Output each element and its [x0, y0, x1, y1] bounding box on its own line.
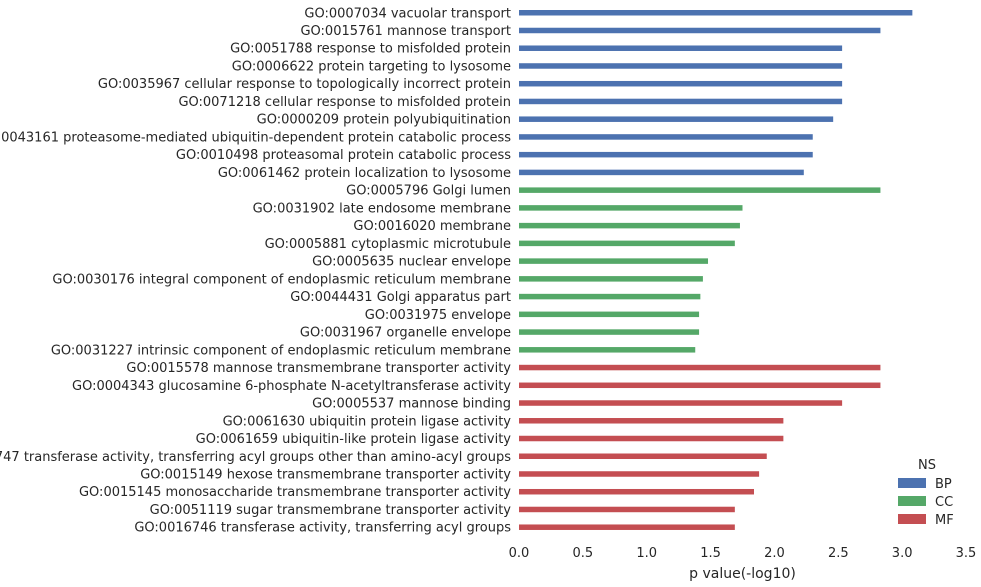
category-label: GO:0006622 protein targeting to lysosome: [232, 59, 511, 74]
category-label: GO:0016020 membrane: [353, 219, 511, 234]
x-tick-label: 1.5: [700, 546, 721, 561]
x-tick-label: 1.0: [636, 546, 657, 561]
x-tick-label: 2.5: [828, 546, 849, 561]
category-label: GO:0030176 integral component of endopla…: [52, 272, 511, 287]
category-label: GO:0031227 intrinsic component of endopl…: [51, 343, 511, 358]
bar-cc: [519, 311, 700, 318]
x-axis-ticks: 0.0 0.5 1.0 1.5 2.0 2.5 3.0 3.5: [509, 546, 977, 561]
x-tick-label: 2.0: [764, 546, 785, 561]
category-label: GO:0031967 organelle envelope: [300, 326, 511, 341]
category-label: GO:0015578 mannose transmembrane transpo…: [126, 361, 511, 376]
bar-bp: [519, 10, 913, 16]
bar-bp: [519, 134, 813, 140]
category-label: GO:0004343 glucosamine 6-phosphate N-ace…: [72, 379, 511, 394]
bar-cc: [519, 329, 700, 335]
legend: NS BP CC MF: [898, 458, 954, 528]
bar-mf: [519, 382, 881, 389]
bar-mf: [519, 435, 784, 442]
bars: [519, 10, 913, 530]
legend-label-cc: CC: [935, 495, 953, 510]
category-label: GO:0061462 protein localization to lysos…: [218, 166, 511, 181]
legend-swatch-cc: [898, 496, 926, 506]
bar-mf: [519, 418, 784, 424]
bar-cc: [519, 276, 703, 282]
category-label: GO:0051119 sugar transmembrane transport…: [150, 503, 512, 518]
category-label: GO:0015149 hexose transmembrane transpor…: [140, 467, 511, 482]
category-label: GO:0051788 response to misfolded protein: [230, 42, 511, 57]
category-label: GO:0031902 late endosome membrane: [253, 201, 511, 216]
bar-bp: [519, 80, 843, 87]
bar-cc: [519, 347, 696, 353]
x-tick-label: 0.0: [509, 546, 530, 561]
legend-label-bp: BP: [935, 477, 952, 492]
bar-mf: [519, 488, 754, 495]
legend-swatch-mf: [898, 514, 926, 524]
category-label: GO:0007034 vacuolar transport: [304, 6, 511, 21]
bar-bp: [519, 27, 881, 34]
bar-mf: [519, 471, 760, 477]
category-label: GO:0044431 Golgi apparatus part: [290, 290, 511, 305]
bar-cc: [519, 293, 701, 300]
category-label: GO:0015761 mannose transport: [300, 24, 511, 39]
bar-cc: [519, 205, 743, 211]
bar-bp: [519, 63, 843, 69]
bar-bp: [519, 151, 813, 158]
category-label: GO:0016747 transferase activity, transfe…: [0, 450, 511, 465]
bar-cc: [519, 222, 740, 229]
bar-mf: [519, 506, 735, 513]
legend-swatch-bp: [898, 478, 926, 488]
x-axis-title: p value(-log10): [689, 566, 796, 582]
bar-cc: [519, 258, 709, 264]
category-label: GO:0031975 envelope: [365, 308, 511, 323]
bar-bp: [519, 98, 843, 105]
category-label: GO:0000209 protein polyubiquitination: [257, 113, 511, 128]
bar-mf: [519, 364, 881, 371]
bar-bp: [519, 169, 804, 176]
x-tick-label: 3.0: [892, 546, 913, 561]
category-label: GO:0043161 proteasome-mediated ubiquitin…: [0, 130, 511, 145]
category-label: GO:0016746 transferase activity, transfe…: [134, 521, 511, 536]
category-label: GO:0015145 monosaccharide transmembrane …: [79, 485, 511, 500]
category-label: GO:0061659 ubiquitin-like protein ligase…: [196, 432, 512, 447]
bar-mf: [519, 453, 767, 459]
category-label: GO:0005796 Golgi lumen: [346, 184, 511, 199]
category-label: GO:0005635 nuclear envelope: [312, 255, 511, 270]
x-tick-label: 0.5: [573, 546, 594, 561]
category-label: GO:0005537 mannose binding: [312, 397, 511, 412]
bar-mf: [519, 400, 843, 406]
x-tick-label: 3.5: [956, 546, 977, 561]
legend-title: NS: [918, 458, 936, 473]
category-label: GO:0061630 ubiquitin protein ligase acti…: [223, 414, 512, 429]
category-labels: GO:0007034 vacuolar transport GO:0015761 …: [0, 6, 511, 535]
category-label: GO:0005881 cytoplasmic microtubule: [265, 237, 511, 252]
category-label: GO:0010498 proteasomal protein catabolic…: [176, 148, 511, 163]
bar-cc: [519, 240, 735, 247]
bar-bp: [519, 116, 834, 122]
bar-cc: [519, 187, 881, 193]
bar-bp: [519, 45, 843, 51]
category-label: GO:0035967 cellular response to topologi…: [98, 77, 511, 92]
legend-label-mf: MF: [935, 513, 954, 528]
bar-mf: [519, 524, 735, 530]
category-label: GO:0071218 cellular response to misfolde…: [178, 95, 511, 110]
